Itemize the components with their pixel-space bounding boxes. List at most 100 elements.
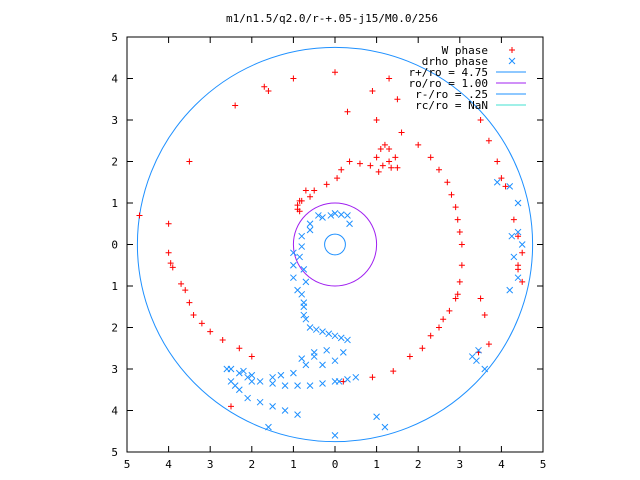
drho-phase-point (338, 335, 344, 341)
w-phase-point (166, 221, 172, 227)
legend-label: rc/ro = NaN (415, 99, 488, 112)
w-phase-point (444, 179, 450, 185)
drho-phase-point (382, 424, 388, 430)
w-phase-point (455, 217, 461, 223)
w-phase-point (186, 300, 192, 306)
drho-phase-point (340, 349, 346, 355)
drho-phase-point (515, 200, 521, 206)
drho-phase-point (507, 287, 513, 293)
w-phase-point (199, 320, 205, 326)
drho-phase-point (344, 212, 350, 218)
y-tick-label: 5 (111, 31, 118, 44)
w-phase-point (344, 109, 350, 115)
w-phase-point (186, 159, 192, 165)
w-phase-point (486, 341, 492, 347)
w-phase-point (478, 117, 484, 123)
drho-phase-point (515, 275, 521, 281)
w-phase-point (436, 325, 442, 331)
w-phase-point (136, 212, 142, 218)
drho-phase-point (307, 383, 313, 389)
w-phase-point (311, 188, 317, 194)
y-tick-label: 4 (111, 73, 118, 86)
x-tick-label: 2 (248, 458, 255, 471)
w-phase-point (334, 175, 340, 181)
drho-phase-point (332, 333, 338, 339)
drho-phase-point (295, 412, 301, 418)
drho-phase-point (332, 358, 338, 364)
drho-phase-point (494, 179, 500, 185)
x-tick-label: 4 (165, 458, 172, 471)
drho-phase-point (307, 221, 313, 227)
w-phase-point (232, 102, 238, 108)
drho-phase-point (265, 424, 271, 430)
drho-phase-point (232, 383, 238, 389)
w-phase-point (459, 262, 465, 268)
drho-phase-point (320, 362, 326, 368)
w-phase-point (166, 250, 172, 256)
drho-phase-point (297, 254, 303, 260)
w-phase-point (290, 76, 296, 82)
drho-phase-point (295, 383, 301, 389)
w-phase-point (376, 169, 382, 175)
drho-phase-point (344, 337, 350, 343)
w-phase-point (392, 154, 398, 160)
w-phase-point (307, 194, 313, 200)
w-phase-point (347, 159, 353, 165)
w-phase-point (374, 154, 380, 160)
drho-phase-point (320, 381, 326, 387)
x-tick-label: 5 (124, 458, 131, 471)
drho-phase-point (303, 362, 309, 368)
legend-swatch-plus (509, 47, 515, 53)
w-phase-point (332, 69, 338, 75)
y-tick-label: 1 (111, 197, 118, 210)
x-tick-label: 3 (456, 458, 463, 471)
drho-phase-point (290, 370, 296, 376)
drho-phase-point (290, 275, 296, 281)
w-phase-point (265, 88, 271, 94)
w-phase-point (419, 345, 425, 351)
drho-phase-point (270, 374, 276, 380)
drho-phase-point (290, 262, 296, 268)
w-phase-point (261, 84, 267, 90)
w-phase-point (415, 142, 421, 148)
drho-phase-point (270, 403, 276, 409)
w-phase-point (446, 308, 452, 314)
circle-ro-ro-1-00 (293, 203, 376, 286)
y-tick-label: 4 (111, 405, 118, 418)
w-phase-point (511, 217, 517, 223)
w-phase-point (399, 129, 405, 135)
y-tick-label: 1 (111, 280, 118, 293)
w-phase-point (459, 242, 465, 248)
w-phase-point (394, 96, 400, 102)
drho-phase-point (224, 366, 230, 372)
drho-phase-point (282, 383, 288, 389)
y-tick-label: 2 (111, 156, 118, 169)
drho-phase-point (509, 233, 515, 239)
drho-phase-point (299, 233, 305, 239)
w-phase-point (380, 163, 386, 169)
w-phase-point (220, 337, 226, 343)
drho-phase-point (326, 331, 332, 337)
drho-phase-point (299, 356, 305, 362)
w-phase-point (228, 403, 234, 409)
chart-title: m1/n1.5/q2.0/r-+.05-j15/M0.0/256 (226, 12, 438, 25)
y-tick-label: 3 (111, 114, 118, 127)
w-phase-point (236, 345, 242, 351)
drho-phase-point (482, 366, 488, 372)
x-tick-label: 1 (373, 458, 380, 471)
w-phase-point (428, 154, 434, 160)
w-phase-point (448, 192, 454, 198)
w-phase-point (191, 312, 197, 318)
y-tick-label: 5 (111, 446, 118, 459)
drho-phase-point (245, 395, 251, 401)
w-phase-point (453, 204, 459, 210)
w-phase-point (486, 138, 492, 144)
w-phase-point (367, 163, 373, 169)
w-phase-point (369, 88, 375, 94)
x-tick-label: 1 (290, 458, 297, 471)
drho-phase-point (519, 242, 525, 248)
w-phase-point (440, 316, 446, 322)
drho-phase-point (344, 376, 350, 382)
drho-phase-point (303, 279, 309, 285)
